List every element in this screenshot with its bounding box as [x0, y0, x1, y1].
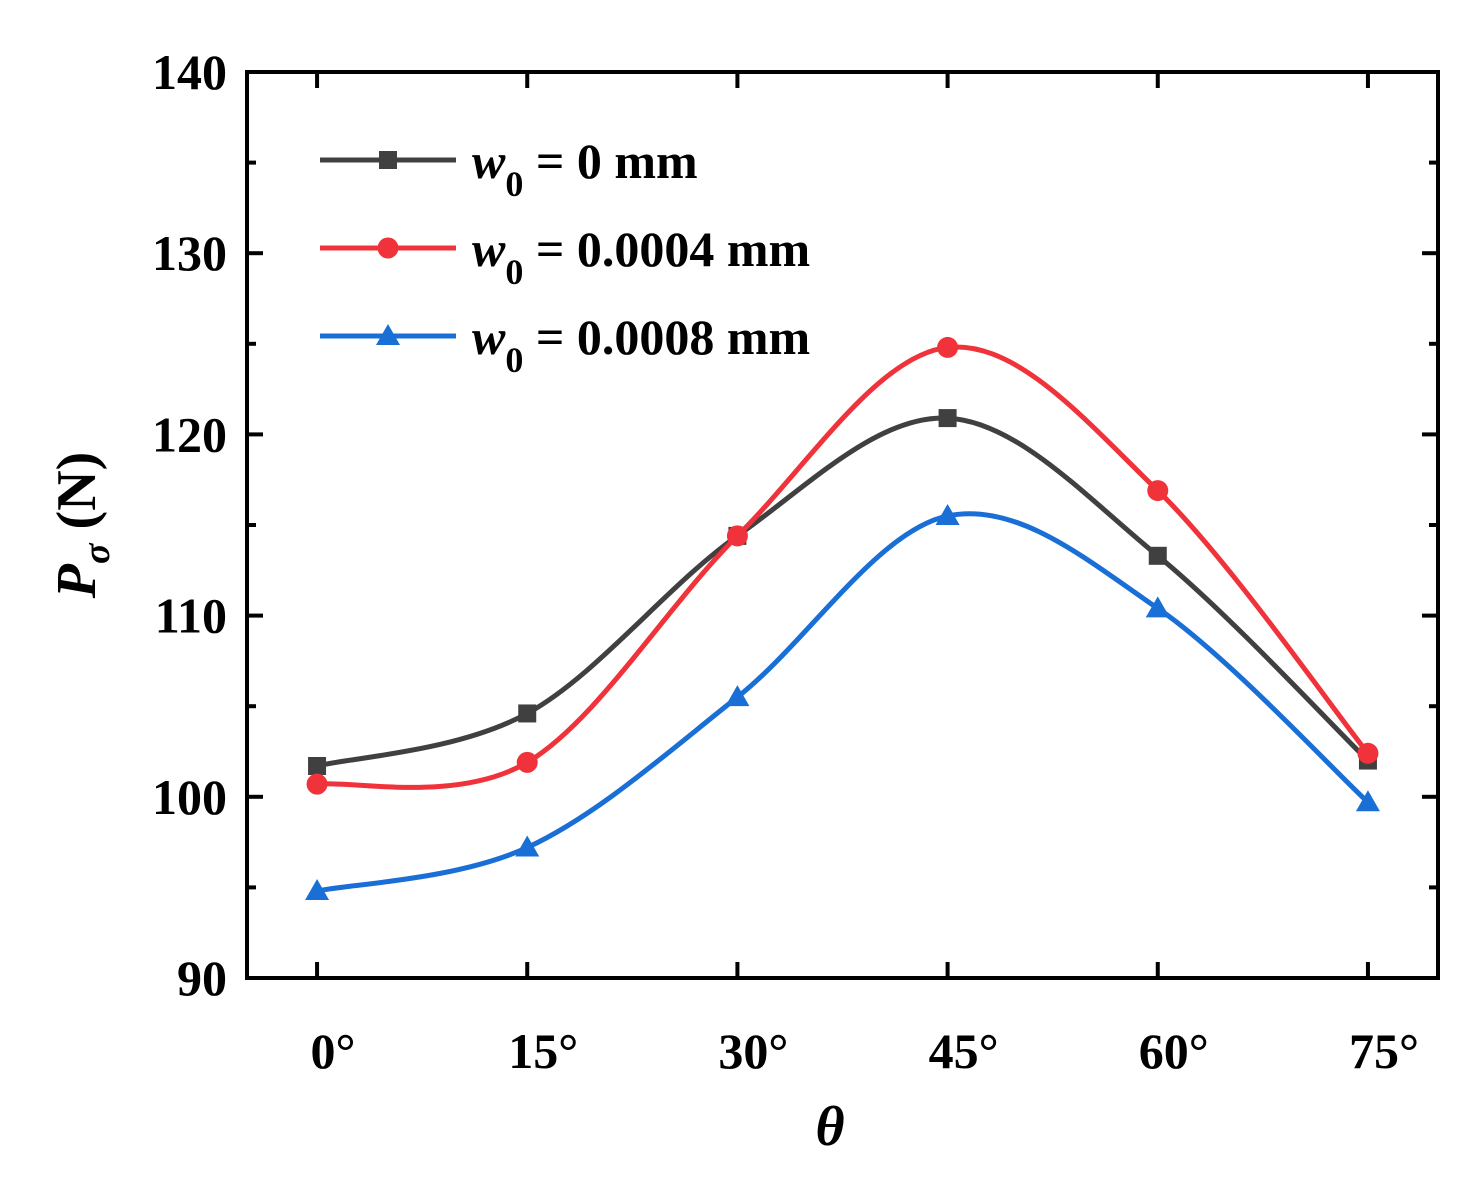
- y-tick-label: 90: [177, 950, 227, 1006]
- x-tick-label: 0°: [311, 1023, 356, 1079]
- series-2-circle-marker: [1357, 742, 1379, 764]
- y-tick-label: 140: [152, 44, 227, 100]
- axis-labels: 90 100 110 120 130 140 0° 15° 30° 45° 60° 75° θ Pσ (N…: [46, 44, 1419, 1158]
- y-tick-label: 110: [155, 588, 227, 644]
- series-3-triangle-marker: [1145, 596, 1170, 618]
- series-2-circle-marker: [1147, 480, 1169, 502]
- y-axis-title: Pσ (N): [46, 452, 118, 599]
- legend-circle-marker-2: [377, 237, 399, 259]
- series-3-triangle-marker: [725, 685, 750, 707]
- axis-ticks: [247, 70, 1438, 980]
- x-tick-label: 75°: [1349, 1023, 1419, 1079]
- x-axis-title: θ: [815, 1096, 844, 1158]
- series-2-circle-marker: [726, 525, 748, 547]
- x-tick-label: 60°: [1139, 1023, 1209, 1079]
- series-1-square-marker: [308, 756, 327, 775]
- x-tick-label: 30°: [718, 1023, 788, 1079]
- series-lines: [305, 336, 1380, 901]
- legend-triangle-marker-3: [376, 324, 400, 345]
- series-2-circle-marker: [306, 773, 328, 795]
- series-3-triangle-marker: [1355, 790, 1380, 812]
- x-tick-label: 15°: [508, 1023, 578, 1079]
- legend-label-3: w0 = 0.0008 mm: [472, 309, 810, 380]
- series-2-line: [316, 344, 1370, 790]
- series-1-square-marker: [1148, 546, 1167, 565]
- legend-label-1: w0 = 0 mm: [472, 133, 698, 204]
- y-tick-label: 130: [152, 225, 227, 281]
- legend: w0 = 0 mm w0 = 0.0004 mm w0 = 0.0008 mm: [320, 133, 810, 380]
- series-3-triangle-marker: [515, 835, 540, 857]
- series-3-triangle-marker: [935, 503, 960, 525]
- plot-frame: [245, 70, 1440, 980]
- series-1-square-marker: [938, 409, 957, 428]
- legend-square-marker-1: [379, 151, 397, 169]
- series-2-circle-marker: [516, 751, 538, 773]
- series-3-line: [316, 511, 1370, 894]
- y-tick-label: 100: [152, 769, 227, 825]
- series-3-triangle-marker: [305, 879, 330, 901]
- plot-border: [245, 70, 1440, 980]
- x-tick-label: 45°: [929, 1023, 999, 1079]
- series-1-square-marker: [518, 704, 537, 723]
- y-tick-label: 120: [152, 406, 227, 462]
- legend-label-2: w0 = 0.0004 mm: [472, 221, 810, 292]
- series-2-circle-marker: [937, 336, 959, 358]
